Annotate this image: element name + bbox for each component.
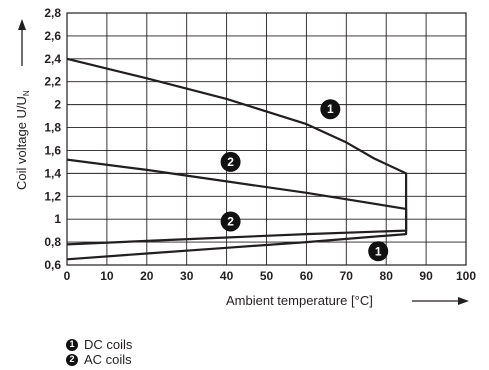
legend-marker-1: 1 xyxy=(66,338,78,351)
y-tick-label: 1,8 xyxy=(44,121,61,135)
curve-marker-label: 2 xyxy=(227,214,234,228)
y-axis-label: Coil voltage U/U xyxy=(14,96,29,190)
legend-item-ac: 2 AC coils xyxy=(66,352,132,367)
curves xyxy=(66,57,408,261)
x-tick-label: 80 xyxy=(380,269,394,283)
legend-label-ac: AC coils xyxy=(84,352,132,367)
legend-label-dc: DC coils xyxy=(84,337,133,352)
curve-marker-2: 2 xyxy=(220,151,241,172)
x-tick-label: 40 xyxy=(220,269,234,283)
curve-marker-2: 2 xyxy=(220,211,241,232)
curve-marker-label: 1 xyxy=(375,244,382,258)
x-tick-label: 10 xyxy=(100,269,114,283)
legend-item-dc: 1 DC coils xyxy=(66,337,132,352)
curve-marker-label: 1 xyxy=(327,102,334,116)
svg-text:Coil voltage U/UN: Coil voltage U/UN xyxy=(14,90,31,190)
x-tick-label: 20 xyxy=(140,269,154,283)
y-tick-label: 1,4 xyxy=(44,166,61,180)
x-tick-label: 70 xyxy=(340,269,354,283)
y-tick-label: 2,2 xyxy=(44,75,61,89)
legend: 1 DC coils 2 AC coils xyxy=(66,337,132,367)
legend-marker-2: 2 xyxy=(66,353,78,366)
x-tick-label: 50 xyxy=(260,269,274,283)
y-tick-labels: 0,6 0,8 1 1,2 1,4 1,6 1,8 2 2,2 2,4 2,6 2,8 xyxy=(44,6,61,272)
y-tick-label: 2,6 xyxy=(44,29,61,43)
y-tick-label: 1,2 xyxy=(44,189,61,203)
curve-marker-circle xyxy=(220,211,241,232)
curve-marker-circle xyxy=(368,241,389,262)
y-axis-label-subscript: N xyxy=(22,90,31,96)
curve-marker-1: 1 xyxy=(368,241,389,262)
y-tick-label: 2,8 xyxy=(44,6,61,20)
x-tick-labels: 0 10 20 30 40 50 60 70 80 90 100 xyxy=(64,269,477,283)
y-tick-label: 1 xyxy=(54,212,61,226)
curve-marker-circle xyxy=(220,151,241,172)
curve-marker-1: 1 xyxy=(320,99,341,120)
curve-marker-circle xyxy=(320,99,341,120)
x-tick-label: 30 xyxy=(180,269,194,283)
coil-voltage-chart: 1 2 2 1 0 10 20 30 40 50 60 70 80 90 100 0,6 0,8 1 1,2 1,… xyxy=(14,6,477,308)
x-tick-label: 0 xyxy=(64,269,71,283)
y-axis-arrow-head xyxy=(18,19,26,30)
x-tick-label: 100 xyxy=(456,269,476,283)
y-tick-label: 1,6 xyxy=(44,143,61,157)
x-axis-label: Ambient temperature [°C] xyxy=(226,293,373,308)
x-tick-label: 90 xyxy=(419,269,433,283)
y-tick-label: 2 xyxy=(54,98,61,112)
series-line-1 xyxy=(66,57,408,261)
plot-frame xyxy=(66,12,467,266)
x-axis-arrow-head xyxy=(458,297,469,305)
curve-markers: 1 2 2 1 xyxy=(220,99,389,262)
curve-marker-label: 2 xyxy=(227,155,234,169)
y-axis-title: Coil voltage U/UN xyxy=(14,90,31,190)
y-tick-label: 2,4 xyxy=(44,52,61,66)
y-tick-label: 0,8 xyxy=(44,235,61,249)
y-tick-label: 0,6 xyxy=(44,258,61,272)
series-line-2 xyxy=(66,158,408,246)
x-tick-label: 60 xyxy=(300,269,314,283)
